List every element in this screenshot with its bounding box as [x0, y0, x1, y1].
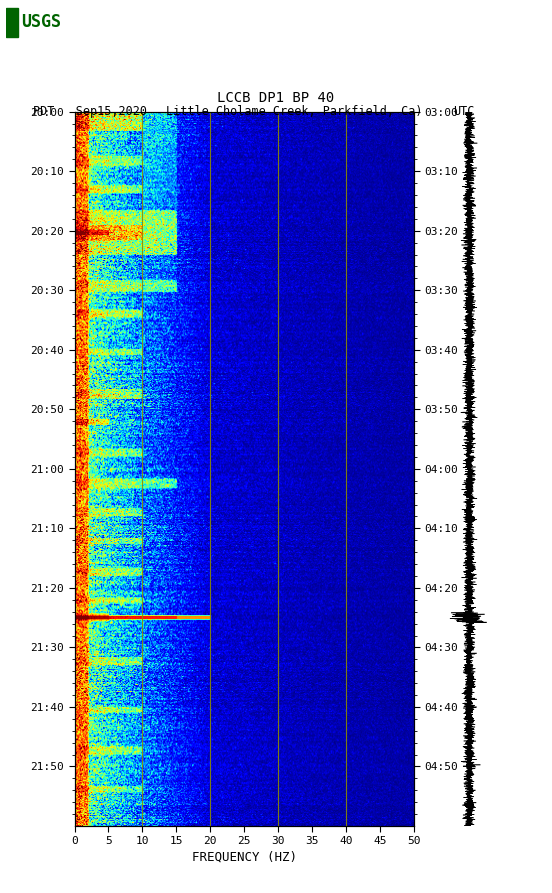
Text: LCCB DP1 BP 40: LCCB DP1 BP 40 — [217, 91, 335, 105]
Text: Little Cholame Creek, Parkfield, Ca): Little Cholame Creek, Parkfield, Ca) — [166, 105, 422, 118]
Text: UTC: UTC — [453, 105, 474, 118]
Text: PDT   Sep15,2020: PDT Sep15,2020 — [33, 105, 147, 118]
X-axis label: FREQUENCY (HZ): FREQUENCY (HZ) — [192, 851, 297, 864]
Text: USGS: USGS — [22, 13, 61, 31]
Bar — [6, 8, 18, 37]
